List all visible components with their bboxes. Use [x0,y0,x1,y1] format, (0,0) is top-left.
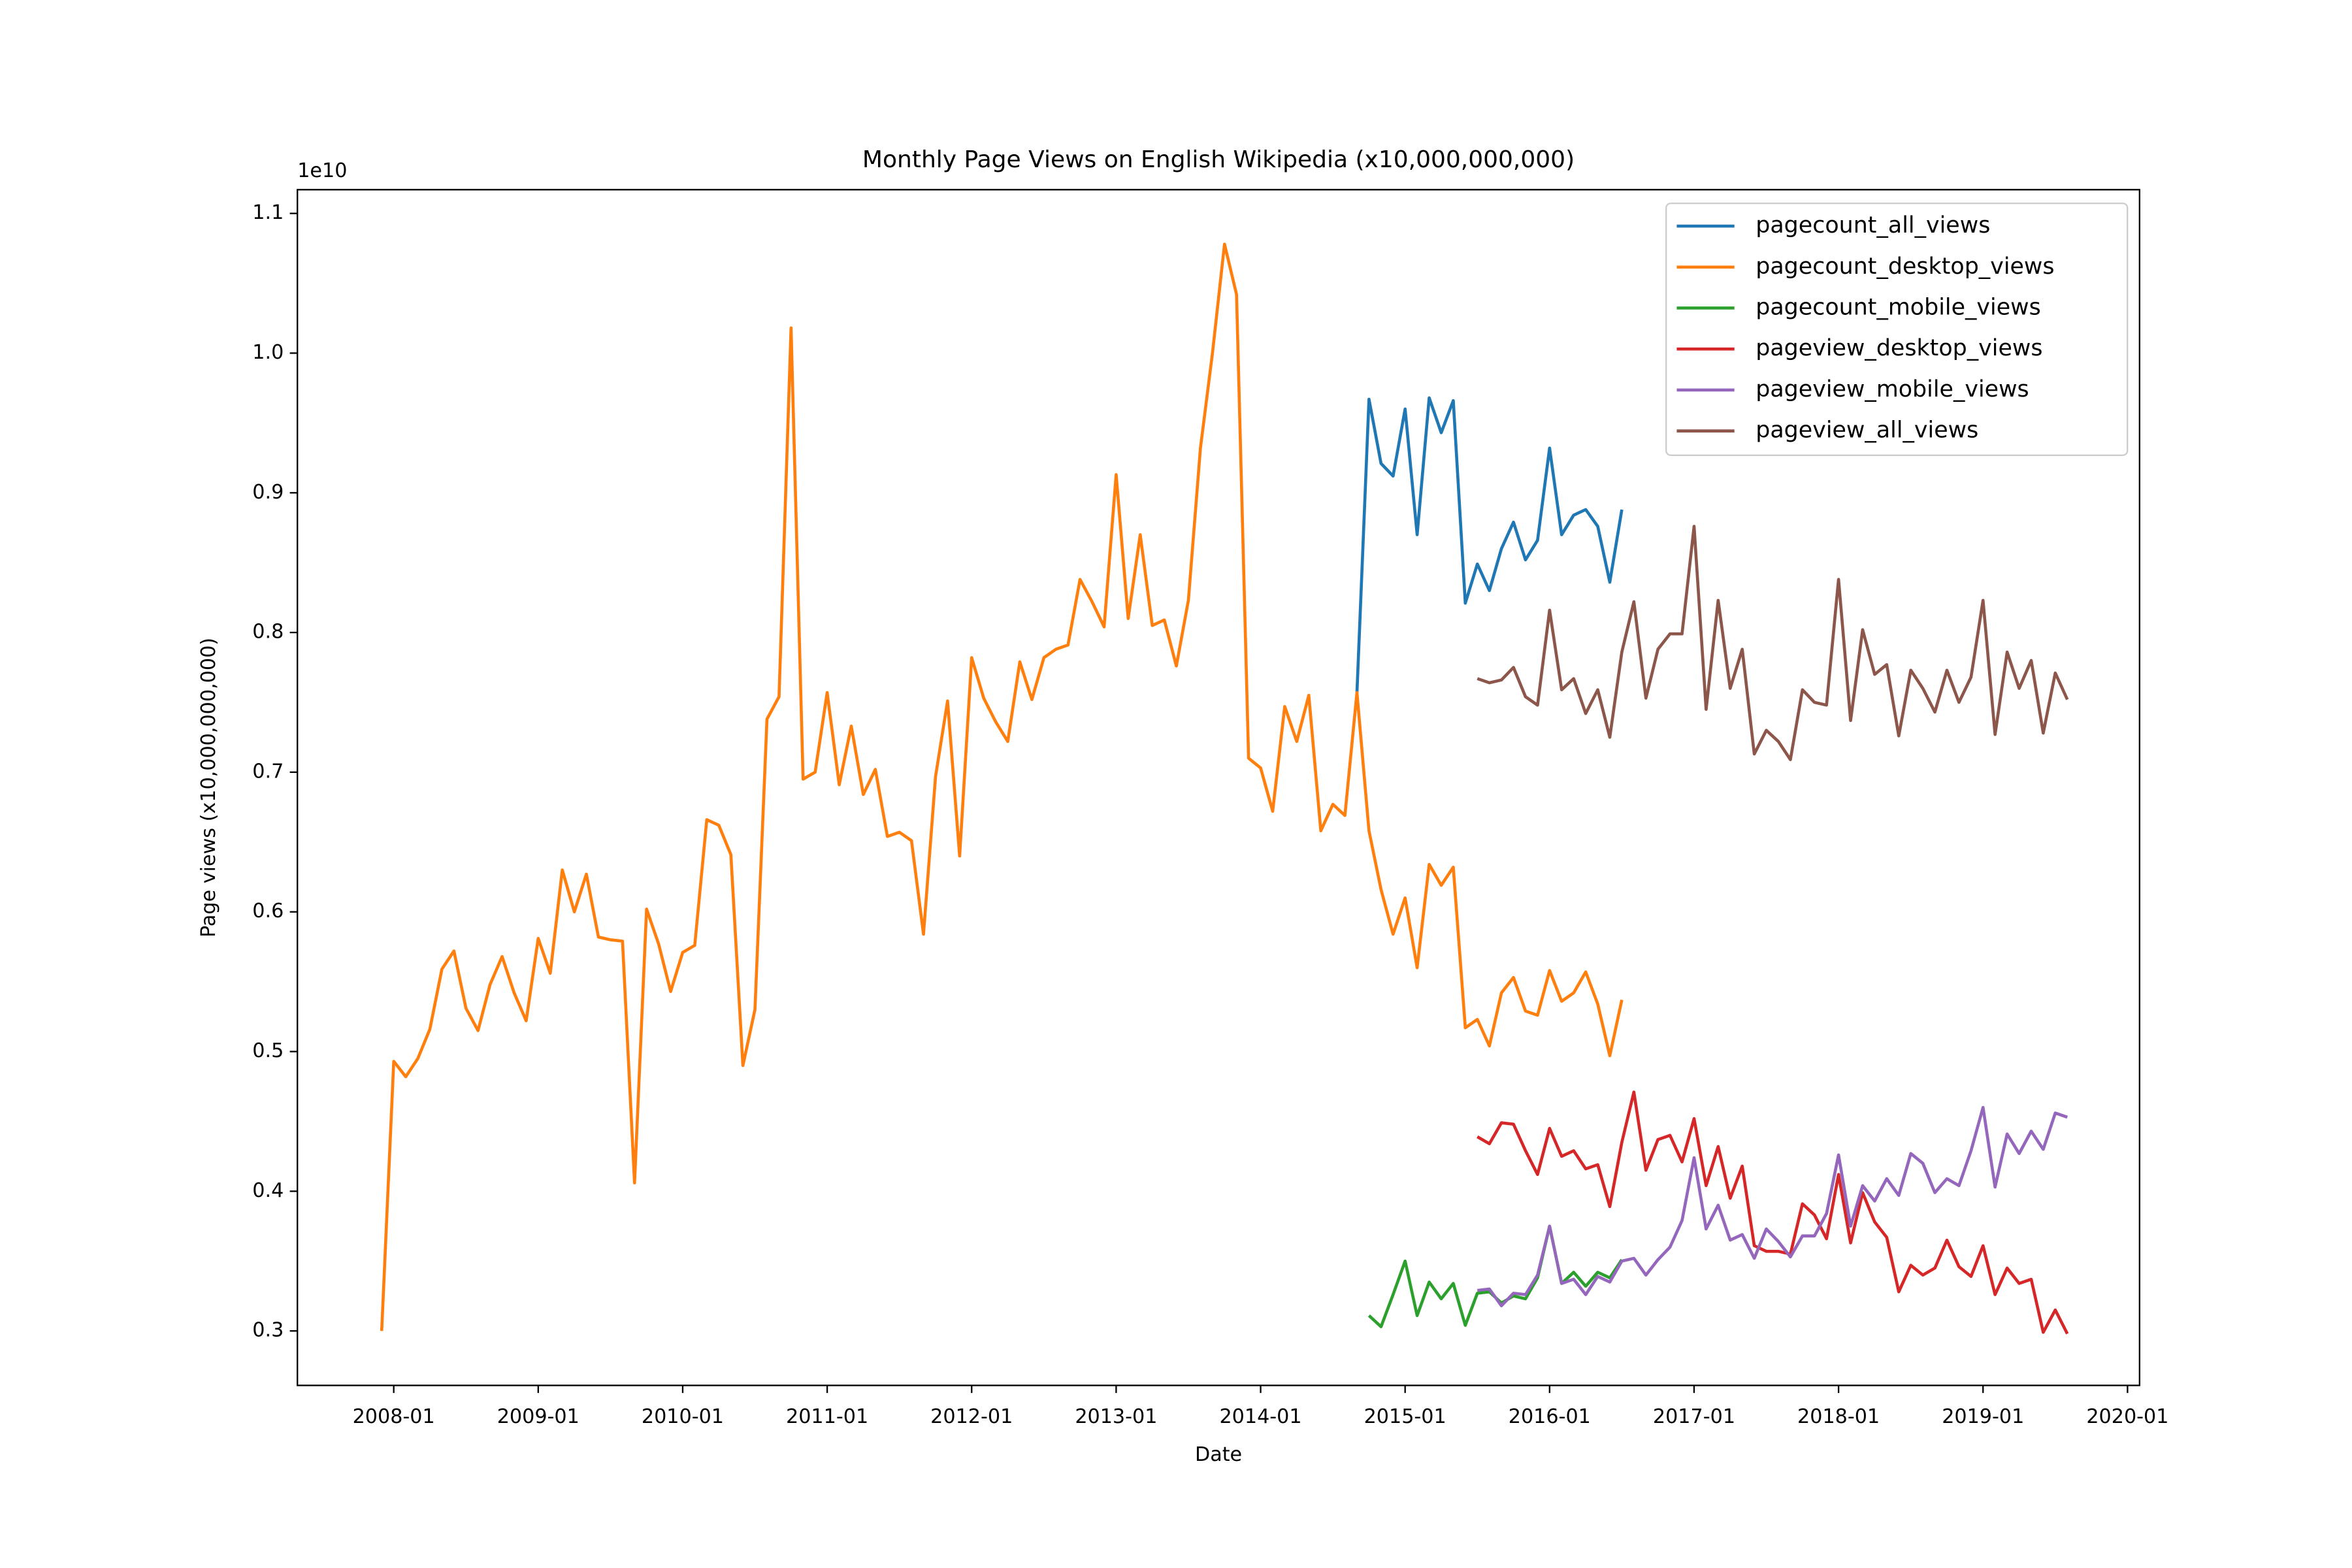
x-tick-label: 2012-01 [930,1405,1013,1428]
y-tick-label: 0.3 [252,1319,284,1342]
x-tick-label: 2011-01 [786,1405,868,1428]
y-tick-label: 0.7 [252,760,284,783]
legend-label: pageview_all_views [1756,417,1978,444]
legend-label: pagecount_all_views [1756,212,1990,238]
x-axis-label: Date [1195,1443,1242,1466]
y-tick-label: 0.4 [252,1179,284,1202]
x-tick-label: 2013-01 [1075,1405,1157,1428]
x-tick-label: 2008-01 [353,1405,435,1428]
series-line [1355,396,1624,693]
legend: pagecount_all_views pagecount_desktop_vie… [1665,203,2129,456]
series-line [1477,1105,2068,1307]
x-tick-label: 2010-01 [642,1405,724,1428]
x-tick-label: 2015-01 [1364,1405,1446,1428]
series-line [1477,1090,2069,1335]
plot-frame [297,189,2141,1386]
chart-title: Monthly Page Views on English Wikipedia … [862,146,1575,173]
legend-label: pageview_mobile_views [1756,376,2029,402]
legend-label: pagecount_mobile_views [1756,294,2041,320]
y-tick-label: 0.6 [252,900,284,923]
y-tick-label: 0.9 [252,481,284,504]
x-tick-label: 2009-01 [497,1405,580,1428]
axis-offset-label: 1e10 [297,159,347,182]
x-tick-label: 2016-01 [1509,1405,1591,1428]
x-tick-label: 2017-01 [1653,1405,1735,1428]
legend-box [1665,203,2129,456]
series-line [1477,525,2069,761]
y-tick-label: 0.8 [252,621,284,644]
legend-label: pageview_desktop_views [1756,335,2042,361]
y-tick-label: 1.0 [252,341,284,364]
x-tick-label: 2014-01 [1219,1405,1301,1428]
y-tick-label: 0.5 [252,1039,284,1062]
x-tick-label: 2018-01 [1797,1405,1880,1428]
series-line [380,242,1624,1331]
x-tick-label: 2020-01 [2086,1405,2168,1428]
y-tick-label: 1.1 [252,201,284,224]
legend-label: pagecount_desktop_views [1756,253,2054,280]
x-tick-label: 2019-01 [1942,1405,2024,1428]
y-axis-label: Page views (x10,000,000,000) [197,638,220,938]
